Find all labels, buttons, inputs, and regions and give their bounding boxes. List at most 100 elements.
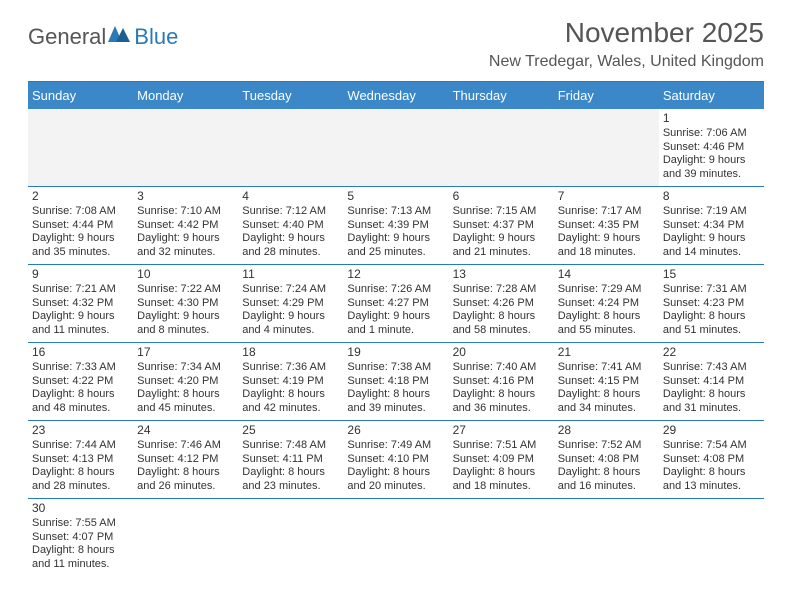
day-number: 16 [32, 345, 129, 360]
calendar-day: 19Sunrise: 7:38 AMSunset: 4:18 PMDayligh… [343, 342, 448, 420]
sunrise-line: Sunrise: 7:34 AM [137, 361, 234, 375]
sunset-line: Sunset: 4:24 PM [558, 297, 655, 311]
day-number: 22 [663, 345, 760, 360]
calendar-day: 25Sunrise: 7:48 AMSunset: 4:11 PMDayligh… [238, 420, 343, 498]
brand-logo: General Blue [28, 24, 178, 50]
daylight-line: Daylight: 8 hours and 31 minutes. [663, 388, 760, 416]
calendar-day: 26Sunrise: 7:49 AMSunset: 4:10 PMDayligh… [343, 420, 448, 498]
calendar-day: 5Sunrise: 7:13 AMSunset: 4:39 PMDaylight… [343, 186, 448, 264]
sunrise-line: Sunrise: 7:54 AM [663, 439, 760, 453]
sunrise-line: Sunrise: 7:13 AM [347, 205, 444, 219]
calendar-day: 13Sunrise: 7:28 AMSunset: 4:26 PMDayligh… [449, 264, 554, 342]
sunset-line: Sunset: 4:42 PM [137, 219, 234, 233]
daylight-line: Daylight: 8 hours and 13 minutes. [663, 466, 760, 494]
day-number: 5 [347, 189, 444, 204]
calendar-day: 30Sunrise: 7:55 AMSunset: 4:07 PMDayligh… [28, 498, 133, 576]
daylight-line: Daylight: 8 hours and 16 minutes. [558, 466, 655, 494]
daylight-line: Daylight: 8 hours and 36 minutes. [453, 388, 550, 416]
day-number: 28 [558, 423, 655, 438]
sunrise-line: Sunrise: 7:26 AM [347, 283, 444, 297]
sunrise-line: Sunrise: 7:43 AM [663, 361, 760, 375]
sunset-line: Sunset: 4:11 PM [242, 453, 339, 467]
calendar-day: 20Sunrise: 7:40 AMSunset: 4:16 PMDayligh… [449, 342, 554, 420]
sunrise-line: Sunrise: 7:36 AM [242, 361, 339, 375]
day-number: 24 [137, 423, 234, 438]
daylight-line: Daylight: 9 hours and 28 minutes. [242, 232, 339, 260]
brand-flag-icon [108, 24, 132, 50]
daylight-line: Daylight: 9 hours and 25 minutes. [347, 232, 444, 260]
day-number: 30 [32, 501, 129, 516]
day-number: 1 [663, 111, 760, 126]
calendar-day: 16Sunrise: 7:33 AMSunset: 4:22 PMDayligh… [28, 342, 133, 420]
day-header: Friday [554, 81, 659, 109]
sunset-line: Sunset: 4:14 PM [663, 375, 760, 389]
day-number: 11 [242, 267, 339, 282]
sunset-line: Sunset: 4:19 PM [242, 375, 339, 389]
brand-part2: Blue [134, 24, 178, 50]
daylight-line: Daylight: 8 hours and 26 minutes. [137, 466, 234, 494]
sunset-line: Sunset: 4:08 PM [663, 453, 760, 467]
day-number: 13 [453, 267, 550, 282]
calendar-week: 23Sunrise: 7:44 AMSunset: 4:13 PMDayligh… [28, 420, 764, 498]
page-title: November 2025 [489, 18, 764, 49]
calendar-day: 8Sunrise: 7:19 AMSunset: 4:34 PMDaylight… [659, 186, 764, 264]
sunrise-line: Sunrise: 7:31 AM [663, 283, 760, 297]
calendar-day: 24Sunrise: 7:46 AMSunset: 4:12 PMDayligh… [133, 420, 238, 498]
calendar-day: 11Sunrise: 7:24 AMSunset: 4:29 PMDayligh… [238, 264, 343, 342]
sunset-line: Sunset: 4:08 PM [558, 453, 655, 467]
sunset-line: Sunset: 4:27 PM [347, 297, 444, 311]
sunrise-line: Sunrise: 7:44 AM [32, 439, 129, 453]
day-number: 9 [32, 267, 129, 282]
calendar-week: 9Sunrise: 7:21 AMSunset: 4:32 PMDaylight… [28, 264, 764, 342]
day-number: 12 [347, 267, 444, 282]
sunset-line: Sunset: 4:26 PM [453, 297, 550, 311]
daylight-line: Daylight: 9 hours and 35 minutes. [32, 232, 129, 260]
sunrise-line: Sunrise: 7:19 AM [663, 205, 760, 219]
calendar-day: 28Sunrise: 7:52 AMSunset: 4:08 PMDayligh… [554, 420, 659, 498]
sunrise-line: Sunrise: 7:06 AM [663, 127, 760, 141]
daylight-line: Daylight: 9 hours and 4 minutes. [242, 310, 339, 338]
day-number: 10 [137, 267, 234, 282]
sunrise-line: Sunrise: 7:48 AM [242, 439, 339, 453]
day-header: Thursday [449, 81, 554, 109]
location-subtitle: New Tredegar, Wales, United Kingdom [489, 53, 764, 71]
sunrise-line: Sunrise: 7:51 AM [453, 439, 550, 453]
sunset-line: Sunset: 4:44 PM [32, 219, 129, 233]
calendar-day: 29Sunrise: 7:54 AMSunset: 4:08 PMDayligh… [659, 420, 764, 498]
day-header: Tuesday [238, 81, 343, 109]
calendar-day: 22Sunrise: 7:43 AMSunset: 4:14 PMDayligh… [659, 342, 764, 420]
day-header: Saturday [659, 81, 764, 109]
calendar-day: 9Sunrise: 7:21 AMSunset: 4:32 PMDaylight… [28, 264, 133, 342]
sunrise-line: Sunrise: 7:29 AM [558, 283, 655, 297]
sunrise-line: Sunrise: 7:55 AM [32, 517, 129, 531]
sunset-line: Sunset: 4:23 PM [663, 297, 760, 311]
sunrise-line: Sunrise: 7:52 AM [558, 439, 655, 453]
calendar-day-empty [449, 109, 554, 187]
calendar-day: 12Sunrise: 7:26 AMSunset: 4:27 PMDayligh… [343, 264, 448, 342]
daylight-line: Daylight: 9 hours and 8 minutes. [137, 310, 234, 338]
calendar-day-empty [28, 109, 133, 187]
calendar-week: 16Sunrise: 7:33 AMSunset: 4:22 PMDayligh… [28, 342, 764, 420]
sunrise-line: Sunrise: 7:41 AM [558, 361, 655, 375]
calendar-day-empty [343, 498, 448, 576]
sunset-line: Sunset: 4:20 PM [137, 375, 234, 389]
sunset-line: Sunset: 4:34 PM [663, 219, 760, 233]
day-header: Monday [133, 81, 238, 109]
sunrise-line: Sunrise: 7:38 AM [347, 361, 444, 375]
sunrise-line: Sunrise: 7:08 AM [32, 205, 129, 219]
sunset-line: Sunset: 4:37 PM [453, 219, 550, 233]
sunrise-line: Sunrise: 7:40 AM [453, 361, 550, 375]
day-number: 15 [663, 267, 760, 282]
calendar-day: 14Sunrise: 7:29 AMSunset: 4:24 PMDayligh… [554, 264, 659, 342]
calendar-day-empty [659, 498, 764, 576]
daylight-line: Daylight: 8 hours and 28 minutes. [32, 466, 129, 494]
calendar-day: 17Sunrise: 7:34 AMSunset: 4:20 PMDayligh… [133, 342, 238, 420]
sunrise-line: Sunrise: 7:15 AM [453, 205, 550, 219]
calendar-day: 18Sunrise: 7:36 AMSunset: 4:19 PMDayligh… [238, 342, 343, 420]
day-number: 18 [242, 345, 339, 360]
day-number: 8 [663, 189, 760, 204]
calendar-day-empty [554, 109, 659, 187]
day-number: 14 [558, 267, 655, 282]
day-number: 19 [347, 345, 444, 360]
calendar-day: 15Sunrise: 7:31 AMSunset: 4:23 PMDayligh… [659, 264, 764, 342]
